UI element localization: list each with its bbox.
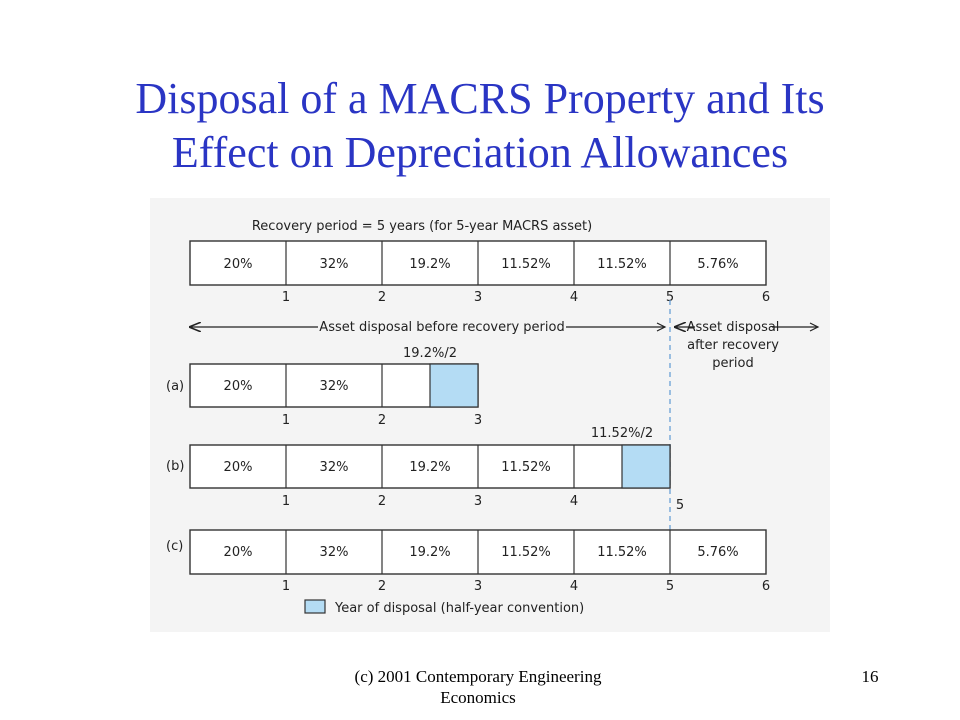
top-cell-label: 32%: [320, 257, 349, 272]
after-recovery-arrow: Asset disposal after recovery period: [675, 320, 820, 371]
slide-title-line2: Effect on Depreciation Allowances: [171, 128, 789, 177]
scenario-cell-label: 11.52%: [501, 545, 551, 560]
scenario-tick-label: 5: [676, 498, 684, 513]
top-cell-label: 5.76%: [697, 257, 738, 272]
top-cell-label: 19.2%: [409, 257, 450, 272]
scenario-cell-label: 19.2%: [409, 545, 450, 560]
macrs-disposal-diagram: Recovery period = 5 years (for 5-year MA…: [150, 198, 830, 632]
slide-title: Disposal of a MACRS Property and Its Eff…: [0, 72, 960, 180]
after-arrowhead-right: [809, 322, 820, 332]
scenario-tick-label: 5: [666, 579, 674, 594]
before-recovery-label: Asset disposal before recovery period: [319, 320, 564, 335]
scenario-tick-label: 4: [570, 579, 578, 594]
scenario-tick-label: 3: [474, 413, 482, 428]
top-tick-label: 4: [570, 290, 578, 305]
scenario-cell-label: 20%: [224, 379, 253, 394]
scenario-tick-label: 3: [474, 579, 482, 594]
scenario-box: [189, 444, 671, 489]
scenario-cell-label: 20%: [224, 545, 253, 560]
scenario-tick-label: 2: [378, 413, 386, 428]
scenario-cell-label: 20%: [224, 460, 253, 475]
scenario-cell-label: 11.52%: [501, 460, 551, 475]
top-row: 20% 32% 19.2% 11.52% 11.52% 5.76% 1 2 3 …: [189, 240, 770, 305]
top-tick-label: 6: [762, 290, 770, 305]
scenario-tick-label: 2: [378, 494, 386, 509]
scenario-b: (b) 11.52%/2 20% 32% 19.2% 11.52% 1 2 3 …: [166, 426, 684, 513]
legend-label: Year of disposal (half-year convention): [334, 601, 584, 616]
disposal-half-year-cell: [429, 363, 479, 408]
footer-line2: Economics: [440, 688, 516, 707]
recovery-caption: Recovery period = 5 years (for 5-year MA…: [252, 219, 592, 234]
footer-copyright: (c) 2001 Contemporary Engineering Econom…: [318, 666, 638, 708]
arrowhead-right: [656, 322, 667, 332]
scenario-c: (c) 20% 32% 19.2% 11.52% 11.52% 5.76% 1 …: [166, 529, 770, 594]
scenario-tick-label: 6: [762, 579, 770, 594]
page-number: 16: [861, 667, 879, 686]
legend-swatch: [304, 599, 326, 614]
top-tick-label: 5: [666, 290, 674, 305]
after-recovery-label-line3: period: [712, 356, 753, 371]
scenario-tick-label: 2: [378, 579, 386, 594]
half-year-label: 19.2%/2: [403, 346, 457, 361]
before-recovery-arrow: Asset disposal before recovery period: [190, 320, 667, 335]
scenario-cell-label: 5.76%: [697, 545, 738, 560]
after-recovery-label-line2: after recovery: [687, 338, 779, 353]
disposal-half-year-cell: [621, 444, 671, 489]
top-tick-label: 1: [282, 290, 290, 305]
slide-title-line1: Disposal of a MACRS Property and Its: [135, 74, 825, 123]
half-year-label: 11.52%/2: [591, 426, 653, 441]
scenario-cell-label: 19.2%: [409, 460, 450, 475]
top-cell-label: 20%: [224, 257, 253, 272]
scenario-cell-label: 32%: [320, 545, 349, 560]
legend: Year of disposal (half-year convention): [304, 599, 584, 616]
after-recovery-label-line1: Asset disposal: [687, 320, 780, 335]
scenario-cell-label: 32%: [320, 379, 349, 394]
scenario-label: (b): [166, 459, 184, 474]
scenario-tick-label: 1: [282, 494, 290, 509]
scenario-cell-label: 11.52%: [597, 545, 647, 560]
top-cell-label: 11.52%: [501, 257, 551, 272]
top-cell-label: 11.52%: [597, 257, 647, 272]
scenario-tick-label: 1: [282, 413, 290, 428]
scenario-tick-label: 1: [282, 579, 290, 594]
footer-line1: (c) 2001 Contemporary Engineering: [354, 667, 602, 686]
scenario-tick-label: 3: [474, 494, 482, 509]
diagram-svg: Recovery period = 5 years (for 5-year MA…: [166, 219, 820, 616]
scenario-a: (a) 19.2%/2 20% 32% 1 2 3: [166, 346, 482, 428]
scenario-tick-label: 4: [570, 494, 578, 509]
top-tick-label: 3: [474, 290, 482, 305]
scenario-label: (c): [166, 539, 183, 554]
scenario-cell-label: 32%: [320, 460, 349, 475]
scenario-label: (a): [166, 379, 184, 394]
top-tick-label: 2: [378, 290, 386, 305]
